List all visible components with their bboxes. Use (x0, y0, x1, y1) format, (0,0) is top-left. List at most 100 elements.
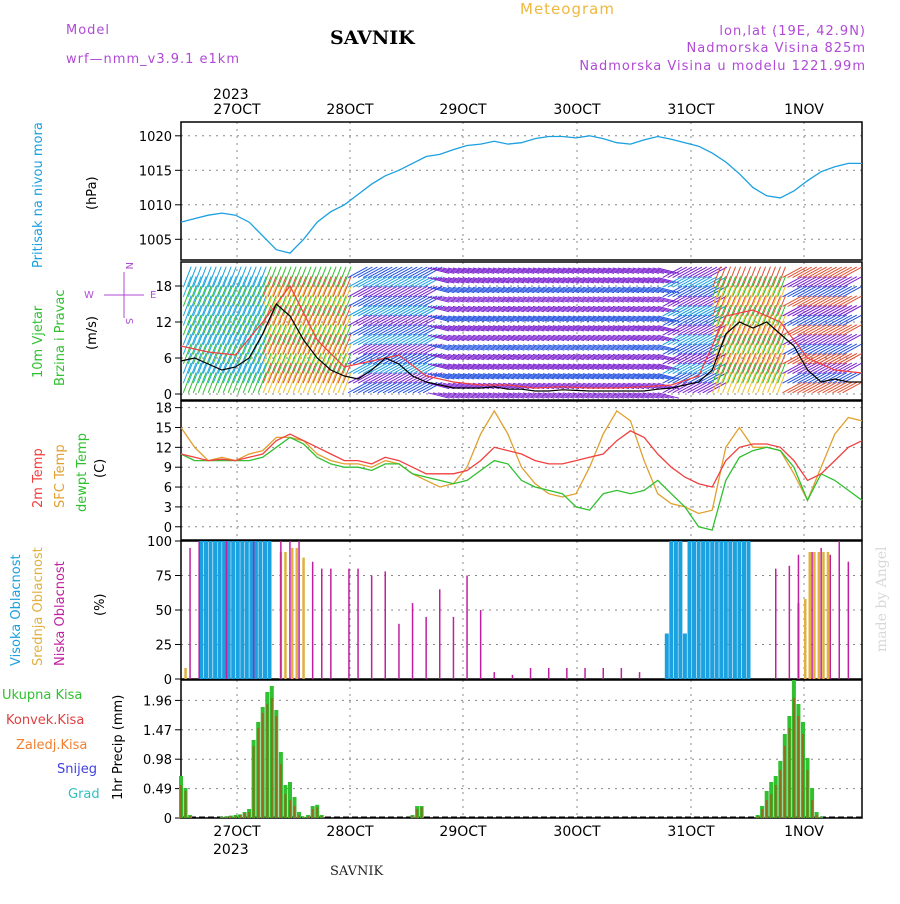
wind-barb (652, 325, 675, 332)
wind-barb (722, 343, 732, 365)
wind-barb (492, 325, 515, 332)
wind-barb (272, 372, 282, 393)
wind-barb (497, 296, 520, 303)
legend-grad: Grad (68, 787, 100, 802)
wind-barb (192, 314, 202, 336)
wind-barb (192, 266, 202, 288)
wind-barb (417, 305, 438, 317)
wind-barb (522, 267, 545, 274)
precip-bar (820, 817, 823, 818)
wind-barb (407, 266, 428, 279)
cloud-bar (687, 541, 692, 679)
wind-barb (627, 277, 650, 284)
wind-barb (352, 314, 373, 327)
wind-barb (607, 315, 630, 322)
wind-barb (267, 314, 277, 336)
wind-barb (197, 324, 207, 345)
wind-barb (387, 333, 408, 346)
wind-barb (197, 333, 207, 355)
wind-barb (687, 324, 708, 336)
wind-barb (817, 381, 838, 394)
cloud-bar (493, 672, 495, 679)
wind-barb (507, 305, 530, 313)
wind-barb (502, 277, 525, 284)
wind-barb (572, 344, 595, 351)
wind-barb (547, 363, 570, 370)
precip-bar (302, 817, 305, 818)
wind-barb (622, 344, 645, 351)
wind-barb (837, 305, 858, 317)
wind-barb (747, 276, 757, 297)
wind-barb (552, 353, 575, 361)
wind-barb (232, 285, 242, 307)
wind-barb (427, 382, 450, 390)
wind-barb (512, 344, 535, 351)
wind-barb (482, 296, 505, 303)
wind-barb (787, 295, 808, 307)
wind-barb (717, 352, 727, 374)
wind-barb (637, 305, 660, 313)
wind-barb (337, 304, 347, 326)
wind-barb (332, 333, 342, 355)
wind-barb (812, 305, 833, 317)
wind-barb (572, 334, 595, 342)
wind-barb (752, 372, 762, 393)
wind-barb (547, 334, 570, 342)
wind-barb (572, 392, 595, 399)
cloud-bar (231, 541, 236, 679)
wind-barb (557, 286, 580, 294)
wind-barb (427, 305, 450, 313)
wind-barb (467, 277, 490, 284)
wind-barb (742, 362, 752, 384)
wind-barb (457, 296, 480, 303)
wind-barb (362, 343, 383, 355)
wind-barb (232, 362, 242, 384)
wind-barb (367, 381, 388, 394)
cloud-low-label: Niska Oblacnost (53, 561, 68, 666)
wind-barb (532, 363, 555, 370)
wind-barb (522, 373, 545, 380)
wind-barb (457, 353, 480, 361)
wind-barb (512, 277, 535, 284)
wind-barb (752, 343, 762, 365)
wind-barb (647, 277, 670, 284)
wind-barb (652, 392, 675, 399)
wind-barb (377, 285, 398, 298)
precip-bar (252, 746, 255, 818)
wind-barb (667, 362, 688, 375)
wind-barb (222, 324, 232, 345)
wind-barb (762, 362, 771, 384)
wind-barb (542, 305, 565, 313)
wind-barb (752, 333, 762, 355)
wind-barb (512, 334, 535, 342)
precip-bar (320, 816, 323, 818)
wind-barb (832, 362, 853, 375)
y-tick-label: 0 (164, 812, 172, 827)
wind-barb (507, 334, 530, 342)
wind-barb (557, 334, 580, 342)
wind-barb (792, 372, 813, 384)
wind-barb (607, 363, 630, 370)
wind-barb (702, 353, 723, 365)
wind-barb (302, 285, 312, 307)
wind-barb (397, 266, 418, 279)
wind-barb (322, 304, 332, 326)
wind-barb (292, 352, 302, 374)
precip-bar (792, 698, 795, 818)
wind-barb (807, 343, 828, 355)
wind-barb (357, 381, 378, 394)
wind-barb (342, 333, 352, 355)
wind-barb (392, 314, 413, 327)
wind-barb (477, 325, 500, 332)
wind-barb (547, 373, 570, 380)
wind-barb (247, 362, 257, 384)
wind-barb (582, 277, 605, 284)
wind-barb (287, 333, 297, 355)
wind-barb (552, 315, 575, 322)
wind-barb (252, 276, 262, 297)
wind-barb (542, 277, 565, 284)
y-tick-label: 18 (155, 280, 172, 295)
wind-barb (412, 305, 433, 317)
wind-barb (437, 286, 460, 294)
